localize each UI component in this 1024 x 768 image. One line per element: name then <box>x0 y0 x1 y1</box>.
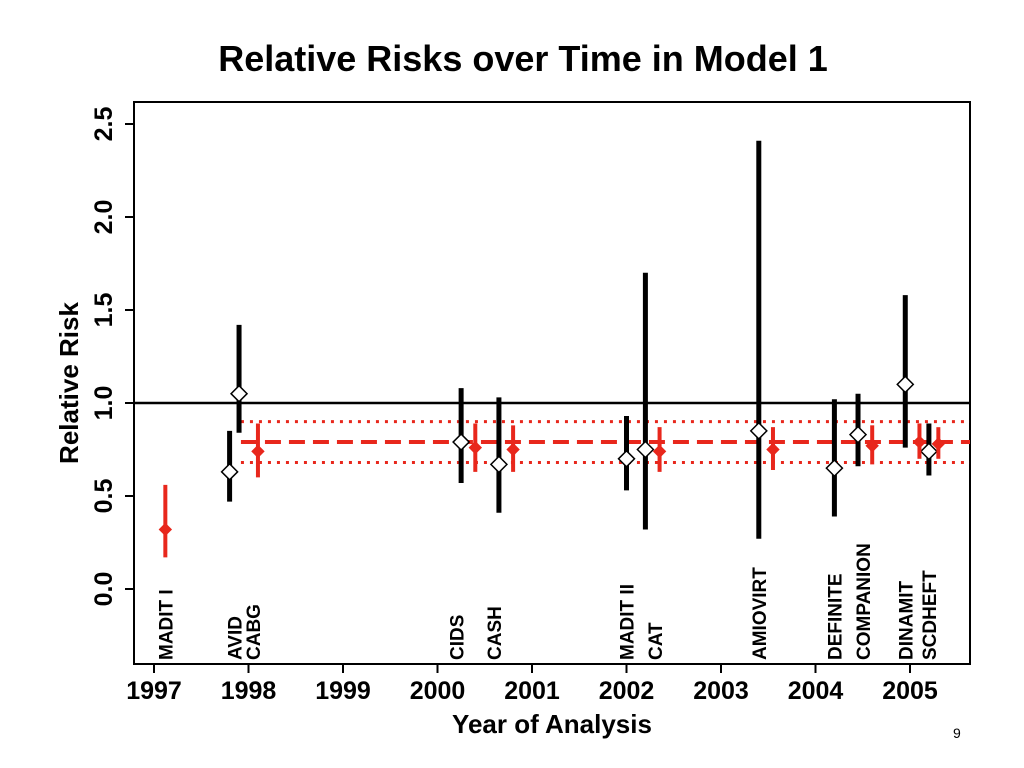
trial-label: AMIOVIRT <box>750 567 771 660</box>
cumulative-estimate-point <box>468 440 483 455</box>
cumulative-estimate-point <box>158 522 173 537</box>
x-tick-label: 2004 <box>788 677 844 705</box>
trial-estimate-point <box>220 462 239 481</box>
cumulative-estimate-point <box>251 444 265 459</box>
trial-estimate-point <box>636 440 655 459</box>
y-tick-label: 1.5 <box>90 293 118 328</box>
cumulative-estimate-point <box>912 435 927 449</box>
trial-label: SCDHEFT <box>920 570 941 660</box>
trial-estimate-point <box>896 375 915 394</box>
trial-estimate-point <box>919 442 938 461</box>
plot-frame <box>133 101 971 665</box>
trial-label: COMPANION <box>854 543 875 660</box>
trial-label: CASH <box>485 606 506 660</box>
trial-estimate-point <box>489 455 508 474</box>
x-tick-label: 1999 <box>315 677 371 705</box>
y-tick-label: 0.0 <box>90 572 118 607</box>
slide-title: Relative Risks over Time in Model 1 <box>218 38 828 79</box>
page-number: 9 <box>953 725 961 741</box>
cumulative-estimate-point <box>652 444 667 459</box>
cumulative-estimate-point <box>865 439 879 453</box>
trial-label: MADIT I <box>156 589 177 660</box>
trial-estimate-point <box>617 449 636 468</box>
x-tick-label: 2003 <box>693 677 749 705</box>
y-tick-label: 0.5 <box>90 479 118 514</box>
cumulative-estimate-point <box>506 442 520 457</box>
trial-label: CAT <box>646 622 667 660</box>
trial-label: AVID <box>225 616 246 660</box>
x-tick-label: 2000 <box>410 677 466 705</box>
trial-label: CABG <box>244 604 265 660</box>
trial-estimate-point <box>749 421 768 440</box>
y-axis-label: Relative Risk <box>54 302 84 464</box>
trial-label: MADIT II <box>618 584 639 660</box>
y-tick-label: 2.5 <box>90 107 118 142</box>
y-tick-label: 1.0 <box>90 386 118 421</box>
trial-label: DINAMIT <box>896 580 917 660</box>
x-tick-label: 1997 <box>126 677 182 705</box>
trial-estimate-point <box>452 432 471 452</box>
trial-estimate-point <box>229 384 249 403</box>
x-tick-label: 2002 <box>599 677 655 705</box>
x-axis-label: Year of Analysis <box>452 709 652 739</box>
x-tick-label: 2001 <box>504 677 560 705</box>
x-tick-label: 2005 <box>882 677 938 705</box>
trial-estimate-point <box>825 459 844 478</box>
cumulative-estimate-point <box>931 437 946 451</box>
trial-estimate-point <box>848 425 868 444</box>
y-tick-label: 2.0 <box>90 200 118 235</box>
x-tick-label: 1998 <box>221 677 277 705</box>
trial-label: DEFINITE <box>825 573 846 660</box>
trial-label: CIDS <box>447 615 468 660</box>
cumulative-estimate-point <box>766 442 780 457</box>
